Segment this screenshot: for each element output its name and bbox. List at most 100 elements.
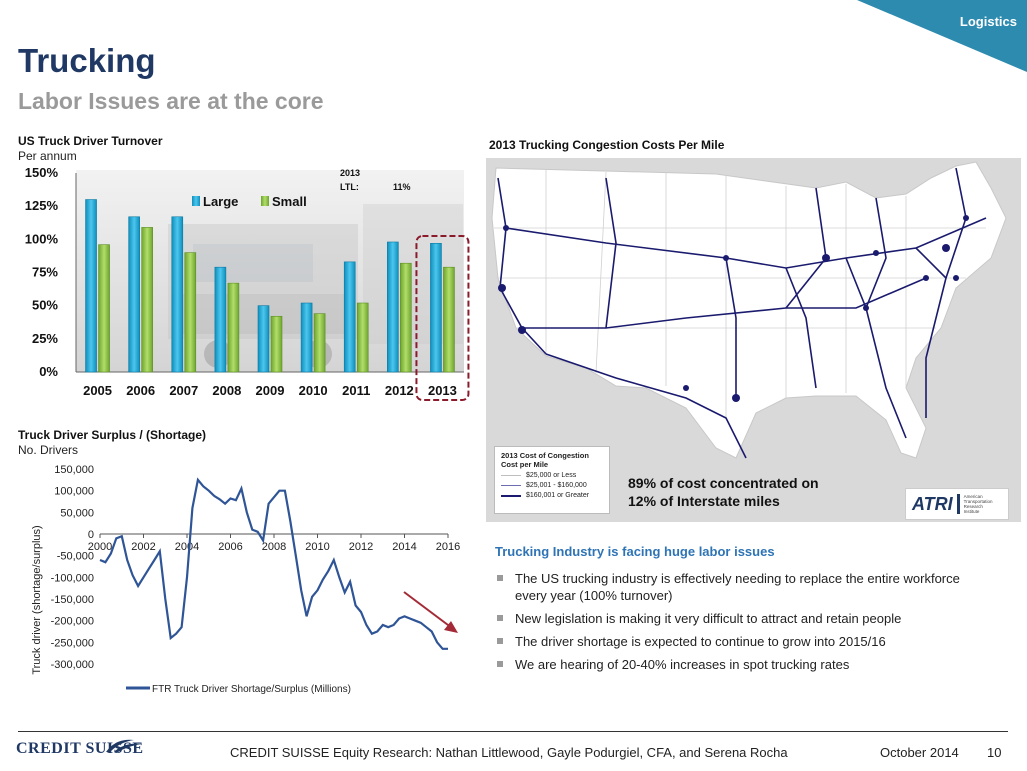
x-category-label: 2010 (299, 383, 328, 398)
industry-heading: Trucking Industry is facing huge labor i… (495, 544, 775, 559)
atri-logo: ATRI American Transportation Research In… (905, 488, 1009, 520)
surplus-chart-title: Truck Driver Surplus / (Shortage) (18, 428, 207, 442)
x-tick-label: 2014 (392, 541, 416, 553)
y-tick-label: 0 (88, 529, 94, 541)
map-callout: 89% of cost concentrated on 12% of Inter… (628, 475, 819, 509)
x-tick-label: 2010 (305, 541, 329, 553)
trend-arrow-line (403, 591, 453, 629)
y-tick-label: 25% (32, 331, 58, 346)
page-number: 10 (987, 745, 1002, 760)
map-legend-row: $160,001 or Greater (501, 492, 603, 499)
congestion-map: 2013 Cost of Congestion Cost per Mile $2… (486, 158, 1021, 522)
map-legend-title: 2013 Cost of Congestion (501, 451, 589, 460)
bar-small (400, 262, 412, 373)
bullet-item: New legislation is making it very diffic… (495, 610, 995, 627)
y-tick-label: 0% (39, 364, 58, 379)
y-tick-label: 50,000 (60, 507, 94, 519)
bar-large (128, 216, 140, 373)
footer-credits: CREDIT SUISSE Equity Research: Nathan Li… (230, 745, 788, 760)
industry-bullet-list: The US trucking industry is effectively … (495, 570, 995, 679)
x-tick-label: 2008 (262, 541, 286, 553)
bar-small (313, 313, 326, 373)
legend-small-label: Small (272, 194, 307, 209)
bar-large (387, 241, 399, 373)
us-map-graphic (491, 161, 1007, 459)
bar-small (443, 266, 455, 373)
x-category-label: 2007 (169, 383, 198, 398)
bar-large (85, 199, 97, 373)
x-category-label: 2011 (342, 383, 370, 398)
bullet-item: We are hearing of 20-40% increases in sp… (495, 656, 995, 673)
y-tick-label: -100,000 (51, 572, 94, 584)
x-category-label: 2012 (385, 383, 414, 398)
surplus-series-line (99, 477, 448, 650)
bar-small (184, 252, 197, 373)
x-tick-label: 2000 (88, 541, 112, 553)
page-title: Trucking (18, 42, 156, 79)
x-category-label: 2013 (428, 383, 457, 398)
y-tick-label: -300,000 (51, 659, 94, 671)
y-tick-label: 75% (32, 265, 58, 280)
x-category-label: 2009 (256, 383, 285, 398)
map-legend-row: $25,001 - $160,000 (501, 482, 603, 489)
turnover-bar-chart: 0% 25% 50% 75% 100% 125% 150% 2005 2006 2007 2008… (25, 165, 470, 401)
x-tick-label: 2012 (349, 541, 373, 553)
x-tick-label: 2016 (436, 541, 460, 553)
bar-large (343, 261, 356, 373)
map-title: 2013 Trucking Congestion Costs Per Mile (489, 138, 725, 152)
ltl-year: 2013 (340, 168, 360, 178)
y-tick-label: 50% (32, 298, 58, 313)
y-tick-label: -50,000 (57, 551, 94, 563)
x-tick-label: 2004 (175, 541, 199, 553)
y-tick-label: 125% (25, 198, 59, 213)
bar-large (430, 243, 442, 373)
bullet-item: The US trucking industry is effectively … (495, 570, 995, 604)
page-subtitle: Labor Issues are at the core (18, 88, 324, 114)
y-tick-label: 100% (25, 231, 59, 246)
bar-large (300, 302, 313, 373)
trend-arrow-head (444, 621, 458, 633)
footer-date: October 2014 (880, 745, 959, 760)
footer-divider (18, 731, 1008, 732)
surplus-chart-subtitle: No. Drivers (18, 443, 79, 457)
y-tick-label: -200,000 (51, 616, 94, 628)
bar-small (356, 302, 369, 373)
line-legend-label: FTR Truck Driver Shortage/Surplus (Milli… (152, 684, 351, 695)
legend-large-label: Large (203, 194, 238, 209)
turnover-chart-title: US Truck Driver Turnover (18, 134, 163, 148)
x-category-label: 2006 (126, 383, 155, 398)
map-legend-row: $25,000 or Less (501, 472, 603, 479)
bar-small (98, 244, 110, 373)
ltl-value: 11% (393, 182, 411, 192)
corner-tab (857, 0, 1027, 72)
bullet-item: The driver shortage is expected to conti… (495, 633, 995, 650)
turnover-chart-subtitle: Per annum (18, 149, 77, 163)
y-axis-label: Truck driver (shortage/surplus) (31, 525, 43, 674)
x-category-label: 2005 (83, 383, 112, 398)
y-tick-label: 150% (25, 165, 59, 180)
surplus-line-chart: 150,000 100,000 50,000 0 -50,000 -100,000 -150… (31, 464, 460, 695)
y-tick-label: 100,000 (54, 486, 94, 498)
x-category-label: 2008 (212, 383, 241, 398)
ltl-label: LTL: (340, 182, 359, 192)
legend-small-swatch (261, 196, 269, 206)
section-tag: Logistics (959, 14, 1017, 29)
sails-icon (106, 739, 142, 752)
y-tick-label: -150,000 (51, 594, 94, 606)
map-legend-subtitle: Cost per Mile (501, 460, 549, 469)
bar-small (227, 282, 240, 373)
bar-large (214, 266, 227, 373)
credit-suisse-logo: CREDIT SUISSE (16, 740, 144, 757)
bar-large (257, 305, 270, 373)
legend-large-swatch (192, 196, 200, 206)
bar-small (270, 315, 283, 373)
bar-small (141, 227, 153, 373)
highlight-2013-box (415, 235, 470, 401)
map-legend: 2013 Cost of Congestion Cost per Mile $2… (494, 446, 610, 514)
y-tick-label: -250,000 (51, 637, 94, 649)
bar-large (171, 216, 184, 373)
x-tick-label: 2002 (131, 541, 155, 553)
x-tick-label: 2006 (218, 541, 242, 553)
y-tick-label: 150,000 (54, 464, 94, 476)
truck-photo-background (76, 170, 464, 372)
